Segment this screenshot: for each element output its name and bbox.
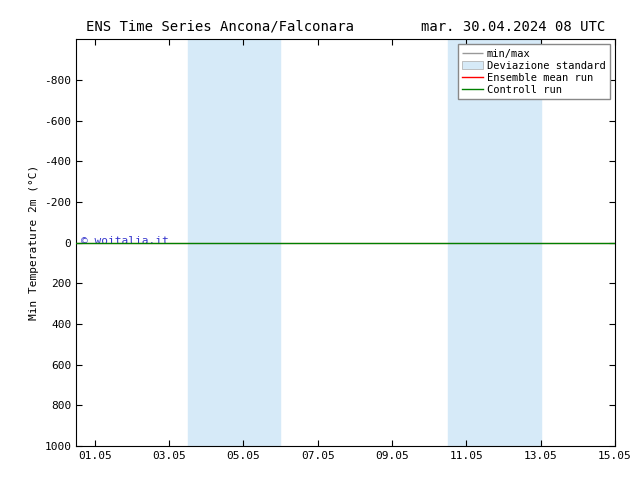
Bar	[448, 39, 541, 446]
Legend: min/max, Deviazione standard, Ensemble mean run, Controll run: min/max, Deviazione standard, Ensemble m…	[458, 45, 610, 99]
Y-axis label: Min Temperature 2m (°C): Min Temperature 2m (°C)	[29, 165, 39, 320]
Text: © woitalia.it: © woitalia.it	[81, 236, 169, 245]
Title: ENS Time Series Ancona/Falconara        mar. 30.04.2024 08 UTC: ENS Time Series Ancona/Falconara mar. 30…	[86, 20, 605, 34]
Bar	[188, 39, 280, 446]
